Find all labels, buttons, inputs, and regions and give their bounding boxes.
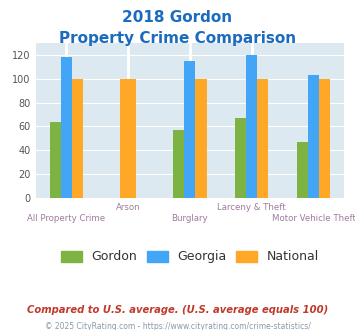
Bar [61,57,72,198]
Text: Compared to U.S. average. (U.S. average equals 100): Compared to U.S. average. (U.S. average … [27,305,328,315]
Text: Burglary: Burglary [171,214,208,222]
Bar [120,79,136,198]
Bar [196,79,207,198]
Text: Arson: Arson [116,203,141,212]
Text: Motor Vehicle Theft: Motor Vehicle Theft [272,214,355,222]
Text: © 2025 CityRating.com - https://www.cityrating.com/crime-statistics/: © 2025 CityRating.com - https://www.city… [45,322,310,330]
Bar [173,130,184,198]
Text: Property Crime Comparison: Property Crime Comparison [59,31,296,46]
Bar [297,142,308,198]
Bar [308,75,319,198]
Text: Larceny & Theft: Larceny & Theft [217,203,286,212]
Bar [72,79,83,198]
Legend: Gordon, Georgia, National: Gordon, Georgia, National [61,250,319,263]
Bar [235,118,246,198]
Text: All Property Crime: All Property Crime [27,214,105,222]
Bar [257,79,268,198]
Bar [319,79,330,198]
Bar [184,61,196,198]
Bar [246,55,257,198]
Text: 2018 Gordon: 2018 Gordon [122,10,233,25]
Bar [50,122,61,198]
